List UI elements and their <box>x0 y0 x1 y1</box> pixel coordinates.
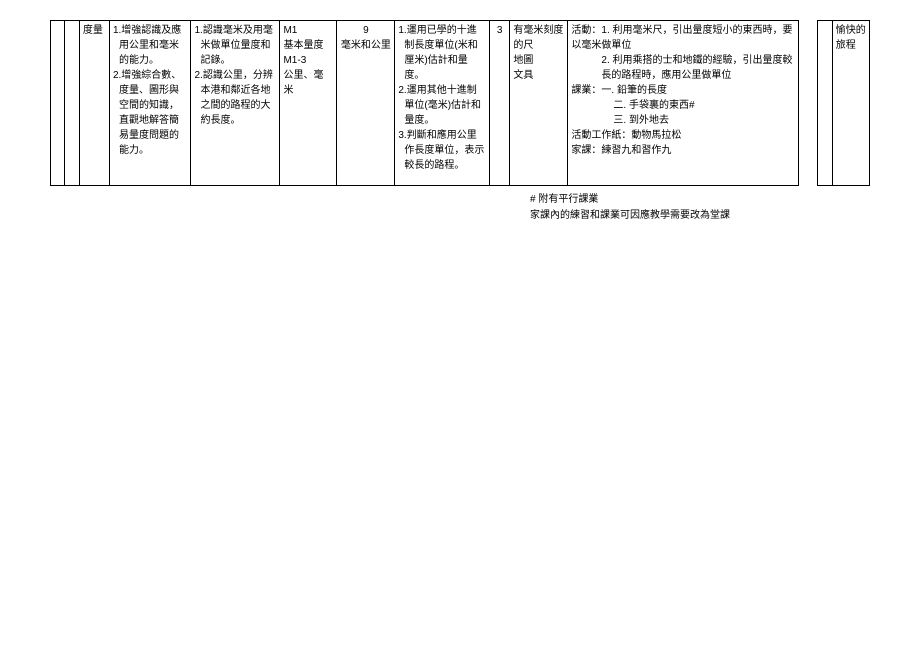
obj-2: 2.增強綜合數、度量、圖形與空間的知識，直觀地解答簡易量度問題的能力。 <box>113 68 188 158</box>
cont-1: 1.認識毫米及用毫米做單位量度和記錄。 <box>194 23 276 68</box>
cell-resources: 有毫米刻度的尺 地圖 文具 <box>510 21 568 186</box>
act-1: 活動：1. 利用毫米尺，引出量度短小的東西時，要以毫米做單位 <box>571 23 795 53</box>
cell-empty-0 <box>51 21 65 186</box>
footer-notes: # 附有平行課業 家課內的練習和課業可因應教學需要改為堂課 <box>530 192 870 224</box>
obj-1: 1.增強認識及應用公里和毫米的能力。 <box>113 23 188 68</box>
code-3: M1-3 <box>283 53 333 68</box>
side-theme: 愉快的 旅程 <box>832 21 869 186</box>
cell-empty-1 <box>65 21 79 186</box>
unit-num: 9 <box>340 23 391 38</box>
cell-skills: 1.運用已學的十進制長度單位(米和厘米)估計和量度。 2.運用其他十進制單位(毫… <box>395 21 490 186</box>
cell-unit: 9 毫米和公里 <box>337 21 395 186</box>
skill-3: 3.判斷和應用公里作長度單位，表示較長的路程。 <box>398 128 486 173</box>
res-2: 地圖 <box>513 53 564 68</box>
code-4: 公里、毫米 <box>283 68 333 98</box>
side-table: 愉快的 旅程 <box>817 20 870 186</box>
act-5: 三. 到外地去 <box>571 113 795 128</box>
res-1: 有毫米刻度的尺 <box>513 23 564 53</box>
note-2: 家課內的練習和課業可因應教學需要改為堂課 <box>530 208 870 224</box>
cell-periods: 3 <box>489 21 509 186</box>
note-1: # 附有平行課業 <box>530 192 870 208</box>
cell-activities: 活動：1. 利用毫米尺，引出量度短小的東西時，要以毫米做單位 2. 利用乘搭的士… <box>568 21 799 186</box>
page-container: 度量 1.增強認識及應用公里和毫米的能力。 2.增強綜合數、度量、圖形與空間的知… <box>50 20 870 186</box>
code-1: M1 <box>283 23 333 38</box>
main-table: 度量 1.增強認識及應用公里和毫米的能力。 2.增強綜合數、度量、圖形與空間的知… <box>50 20 799 186</box>
act-4: 二. 手袋裏的東西# <box>571 98 795 113</box>
act-3: 課業：一. 鉛筆的長度 <box>571 83 795 98</box>
code-2: 基本量度 <box>283 38 333 53</box>
table-row: 度量 1.增強認識及應用公里和毫米的能力。 2.增強綜合數、度量、圖形與空間的知… <box>51 21 799 186</box>
act-2: 2. 利用乘搭的士和地鐵的經驗，引出量度較長的路程時，應用公里做單位 <box>571 53 795 83</box>
cont-2: 2.認識公里，分辨本港和鄰近各地之間的路程的大約長度。 <box>194 68 276 128</box>
skill-1: 1.運用已學的十進制長度單位(米和厘米)估計和量度。 <box>398 23 486 83</box>
side-empty <box>818 21 832 186</box>
cell-code: M1 基本量度 M1-3 公里、毫米 <box>280 21 337 186</box>
unit-name: 毫米和公里 <box>340 38 391 53</box>
act-6: 活動工作紙：動物馬拉松 <box>571 128 795 143</box>
theme-1: 愉快的 <box>836 23 866 38</box>
theme-2: 旅程 <box>836 38 866 53</box>
skill-2: 2.運用其他十進制單位(毫米)估計和量度。 <box>398 83 486 128</box>
cell-content: 1.認識毫米及用毫米做單位量度和記錄。 2.認識公里，分辨本港和鄰近各地之間的路… <box>191 21 280 186</box>
cell-objectives: 1.增強認識及應用公里和毫米的能力。 2.增強綜合數、度量、圖形與空間的知識，直… <box>109 21 191 186</box>
cell-subject: 度量 <box>79 21 109 186</box>
table-row: 愉快的 旅程 <box>818 21 870 186</box>
act-7: 家課：練習九和習作九 <box>571 143 795 158</box>
res-3: 文具 <box>513 68 564 83</box>
